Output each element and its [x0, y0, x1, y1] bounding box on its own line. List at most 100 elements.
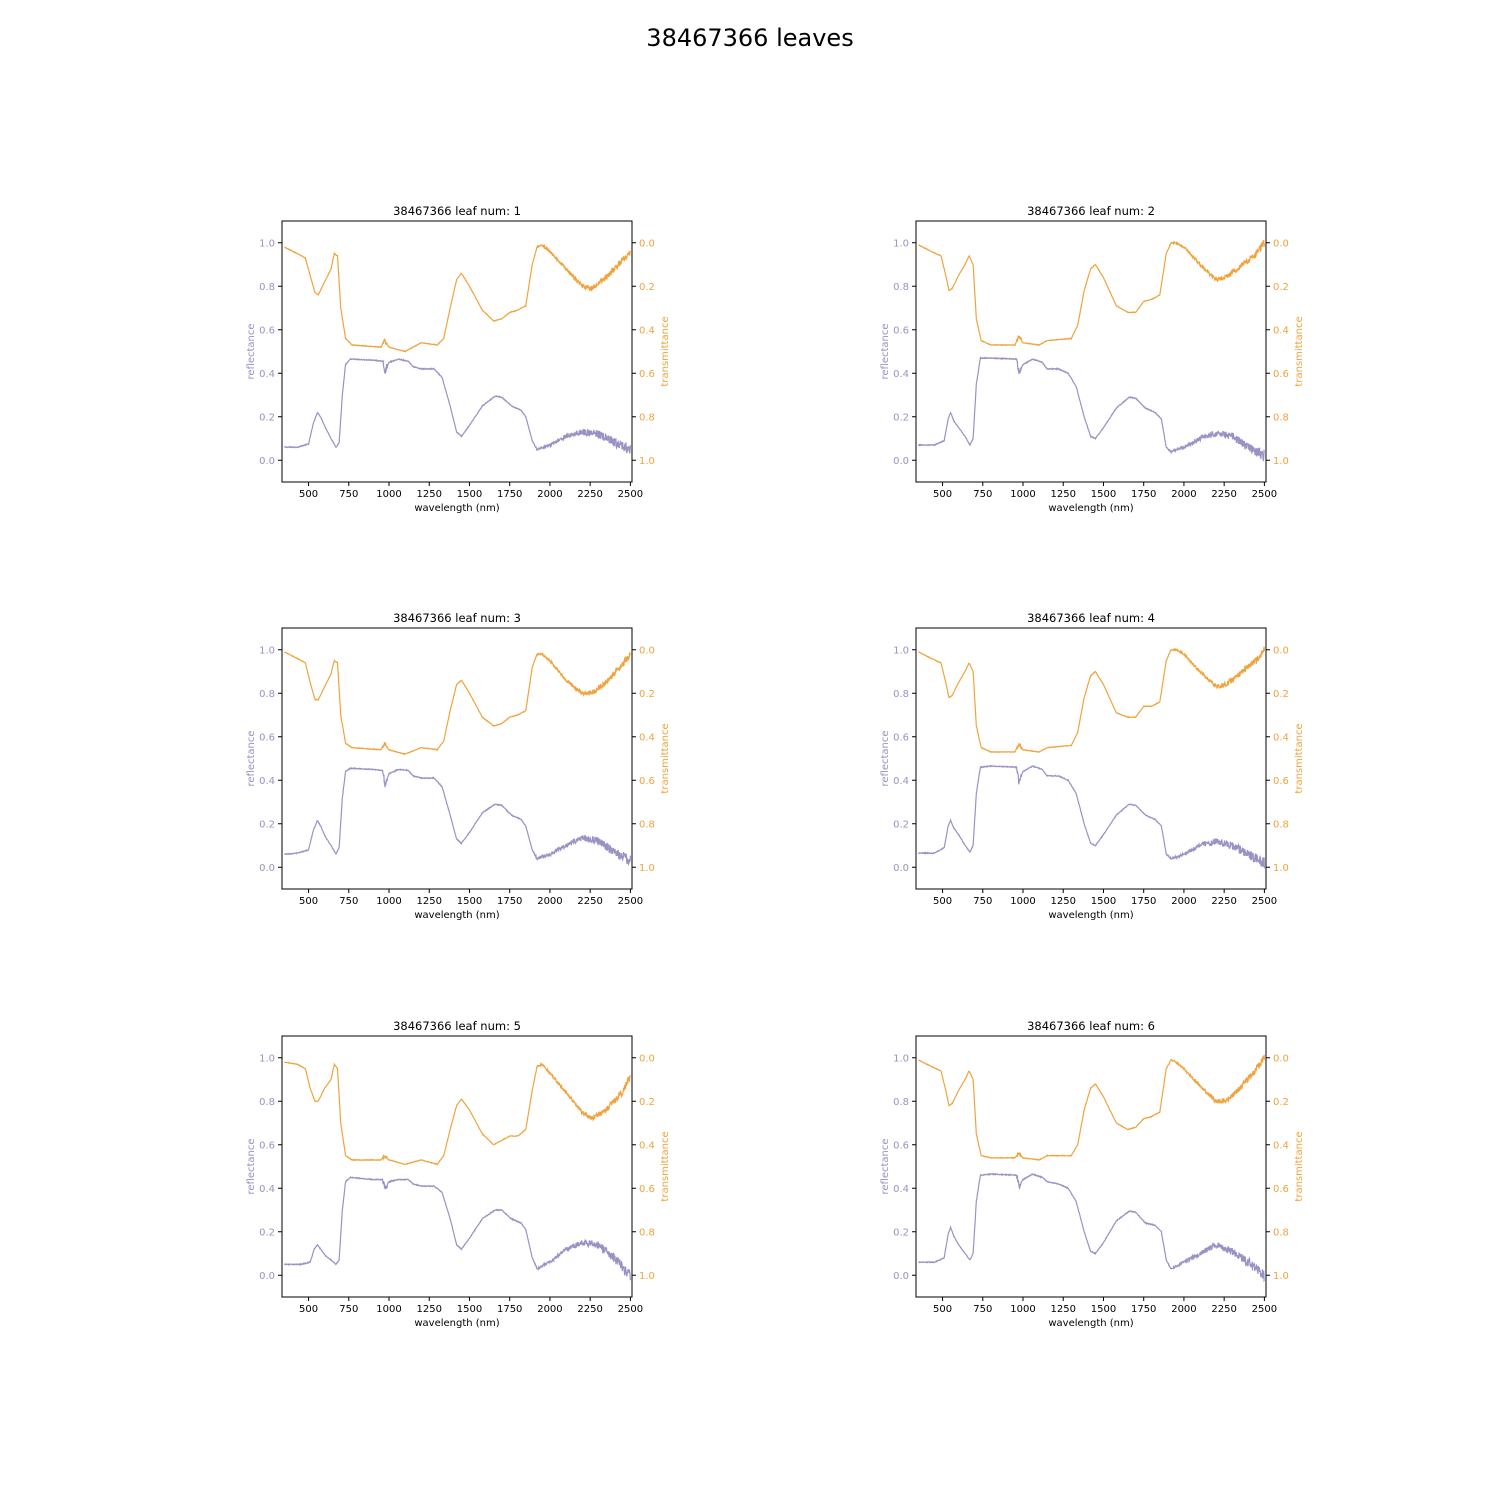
right-y-tick-label: 1.0	[1273, 1271, 1289, 1282]
x-tick-label: 1500	[1091, 1304, 1116, 1315]
figure-title: 38467366 leaves	[646, 24, 854, 52]
x-tick-label: 1000	[1010, 489, 1035, 500]
x-tick-label: 1500	[457, 896, 482, 907]
subplot-title: 38467366 leaf num: 6	[1027, 1019, 1155, 1033]
right-y-tick-label: 0.2	[1273, 1097, 1289, 1108]
left-y-tick-label: 0.2	[893, 412, 909, 423]
subplot-3: 500 750 1000 1250 1500 1750 2000 2250 2500 0.0 0.2…	[246, 611, 671, 921]
plot-frame	[281, 220, 633, 483]
left-y-tick-label: 0.6	[893, 1140, 909, 1151]
right-y-tick-label: 1.0	[639, 1271, 655, 1282]
x-tick-label: 750	[973, 896, 992, 907]
right-y-tick-label: 1.0	[1273, 863, 1289, 874]
left-y-tick-label: 0.8	[893, 282, 909, 293]
left-y-tick-label: 1.0	[259, 1053, 275, 1064]
right-y-tick-label: 0.4	[639, 732, 655, 743]
x-axis-label: wavelength (nm)	[414, 1318, 499, 1329]
subplot-2: 500 750 1000 1250 1500 1750 2000 2250 2500 0.0 0.2…	[880, 204, 1305, 514]
right-y-tick-label: 0.0	[639, 1053, 655, 1064]
right-y-tick-label: 0.4	[639, 325, 655, 336]
left-y-tick-label: 1.0	[893, 1053, 909, 1064]
transmittance-line	[284, 243, 631, 353]
right-y-axis-label: transmittance	[1294, 316, 1305, 386]
x-tick-label: 1250	[1051, 1304, 1076, 1315]
right-y-tick-label: 0.8	[639, 1227, 655, 1238]
x-tick-label: 1000	[1010, 896, 1035, 907]
right-y-tick-label: 0.6	[639, 369, 655, 380]
x-tick-label: 1750	[497, 489, 522, 500]
right-y-tick-label: 0.0	[639, 238, 655, 249]
right-y-tick-label: 0.2	[1273, 689, 1289, 700]
left-y-tick-label: 1.0	[893, 238, 909, 249]
plot-frame	[915, 220, 1267, 483]
x-tick-label: 2500	[1252, 489, 1277, 500]
x-tick-label: 2000	[537, 896, 562, 907]
left-y-tick-label: 0.2	[893, 1227, 909, 1238]
x-tick-label: 1500	[457, 489, 482, 500]
x-tick-label: 2500	[1252, 896, 1277, 907]
right-y-tick-label: 0.6	[1273, 776, 1289, 787]
right-y-tick-label: 0.4	[1273, 325, 1289, 336]
left-y-tick-label: 0.0	[893, 456, 909, 467]
left-y-axis-label: reflectance	[246, 323, 257, 379]
right-y-tick-label: 0.8	[639, 819, 655, 830]
left-y-tick-label: 0.2	[259, 412, 275, 423]
x-tick-label: 1250	[1051, 896, 1076, 907]
right-y-tick-label: 1.0	[1273, 456, 1289, 467]
x-tick-label: 2000	[1171, 1304, 1196, 1315]
subplot-5: 500 750 1000 1250 1500 1750 2000 2250 2500 0.0 0.2…	[246, 1019, 671, 1329]
subplot-6: 500 750 1000 1250 1500 1750 2000 2250 2500 0.0 0.2…	[880, 1019, 1305, 1329]
x-tick-label: 500	[933, 896, 952, 907]
right-y-axis-label: transmittance	[1294, 723, 1305, 793]
left-y-tick-label: 0.0	[259, 456, 275, 467]
x-tick-label: 500	[299, 896, 318, 907]
transmittance-line	[283, 651, 631, 756]
x-tick-label: 2500	[1252, 1304, 1277, 1315]
x-tick-label: 2500	[618, 1304, 643, 1315]
x-tick-label: 1250	[417, 489, 442, 500]
reflectance-line	[283, 357, 631, 454]
left-y-tick-label: 0.8	[259, 282, 275, 293]
left-y-tick-label: 0.2	[259, 1227, 275, 1238]
subplot-title: 38467366 leaf num: 4	[1027, 611, 1155, 625]
subplot-title: 38467366 leaf num: 1	[393, 204, 521, 218]
x-tick-label: 2000	[537, 1304, 562, 1315]
left-y-tick-label: 0.4	[259, 1184, 275, 1195]
right-y-tick-label: 0.0	[1273, 645, 1289, 656]
right-y-tick-label: 0.2	[1273, 282, 1289, 293]
right-y-tick-label: 0.8	[1273, 1227, 1289, 1238]
right-y-tick-label: 0.0	[1273, 1053, 1289, 1064]
x-tick-label: 1500	[457, 1304, 482, 1315]
x-axis-label: wavelength (nm)	[1048, 910, 1133, 921]
x-tick-label: 1000	[376, 1304, 401, 1315]
x-tick-label: 500	[299, 1304, 318, 1315]
right-y-tick-label: 0.2	[639, 1097, 655, 1108]
left-y-tick-label: 0.6	[893, 325, 909, 336]
reflectance-line	[917, 764, 1265, 869]
left-y-tick-label: 0.4	[893, 776, 909, 787]
x-tick-label: 2250	[1211, 489, 1236, 500]
x-tick-label: 1250	[417, 896, 442, 907]
left-y-tick-label: 0.6	[259, 732, 275, 743]
left-y-tick-label: 0.4	[259, 369, 275, 380]
left-y-tick-label: 0.4	[893, 1184, 909, 1195]
left-y-tick-label: 1.0	[259, 645, 275, 656]
x-tick-label: 2250	[577, 489, 602, 500]
subplot-title: 38467366 leaf num: 2	[1027, 204, 1155, 218]
x-tick-label: 2250	[577, 896, 602, 907]
left-y-axis-label: reflectance	[880, 323, 891, 379]
right-y-tick-label: 0.6	[1273, 369, 1289, 380]
reflectance-line	[917, 356, 1265, 462]
subplot-title: 38467366 leaf num: 3	[393, 611, 521, 625]
x-tick-label: 2250	[577, 1304, 602, 1315]
left-y-axis-label: reflectance	[880, 1138, 891, 1194]
left-y-tick-label: 0.4	[259, 776, 275, 787]
x-tick-label: 2000	[537, 489, 562, 500]
x-tick-label: 2000	[1171, 489, 1196, 500]
x-tick-label: 2250	[1211, 1304, 1236, 1315]
left-y-tick-label: 0.0	[893, 863, 909, 874]
right-y-axis-label: transmittance	[660, 723, 671, 793]
right-y-tick-label: 0.4	[1273, 1140, 1289, 1151]
transmittance-line	[918, 646, 1265, 754]
